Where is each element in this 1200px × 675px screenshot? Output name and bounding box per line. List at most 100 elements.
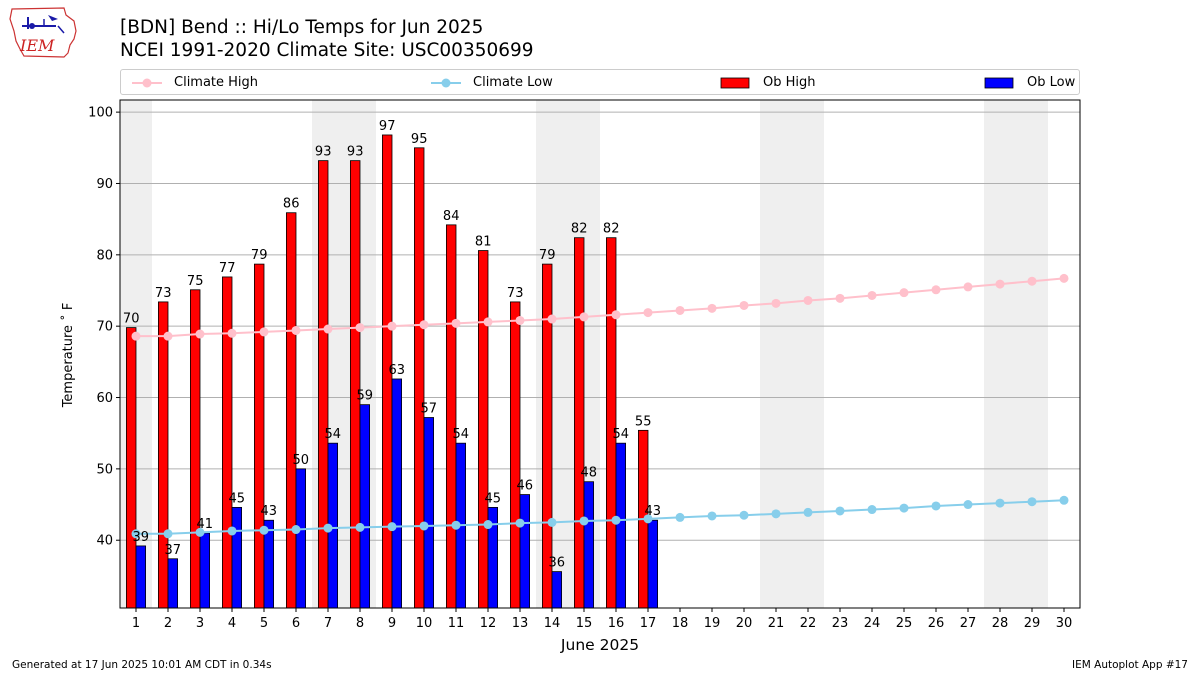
climate-high-point	[611, 310, 621, 320]
climate-low-point	[451, 520, 461, 530]
ob-low-bar-label: 43	[645, 504, 662, 519]
ob-high-bar	[413, 147, 425, 609]
x-tick-label: 26	[928, 616, 945, 631]
y-tick-label: 40	[96, 534, 113, 549]
ob-high-bar	[253, 263, 265, 609]
x-tick-label: 28	[992, 616, 1009, 631]
ob-low-bar	[199, 532, 210, 609]
climate-high-point	[963, 282, 973, 292]
climate-high-point	[995, 279, 1005, 289]
ob-low-bar-label: 41	[197, 517, 214, 532]
y-tick-label: 50	[96, 462, 113, 477]
x-tick-label: 24	[864, 616, 881, 631]
ob-low-bar	[295, 468, 307, 609]
climate-low-point	[963, 500, 973, 510]
climate-high-point	[419, 320, 429, 330]
climate-low-point	[483, 520, 493, 530]
ob-low-bar	[647, 519, 658, 609]
ob-high-bar-label: 93	[315, 145, 332, 160]
climate-low-point	[163, 529, 173, 539]
climate-low-point	[387, 522, 397, 532]
weekend-band	[984, 100, 1048, 608]
ob-high-bar-label: 97	[379, 119, 396, 134]
x-tick-label: 17	[640, 616, 657, 631]
x-tick-label: 29	[1024, 616, 1041, 631]
x-tick-label: 19	[704, 616, 721, 631]
x-tick-label: 2	[164, 616, 172, 631]
climate-low-point	[771, 509, 781, 519]
iem-logo: IEM	[8, 5, 82, 63]
svg-text:IEM: IEM	[19, 36, 55, 55]
climate-high-point	[131, 331, 141, 341]
climate-low-point	[611, 515, 621, 525]
ob-low-bar-label: 57	[421, 402, 438, 417]
ob-high-bar-label: 73	[155, 286, 172, 301]
y-tick-label: 80	[96, 248, 113, 263]
climate-high-point	[771, 298, 781, 308]
y-tick-label: 60	[96, 391, 113, 406]
legend-label-climate-high: Climate High	[174, 75, 259, 90]
climate-low-point	[419, 521, 429, 531]
legend-line-marker-icon	[132, 78, 162, 88]
climate-low-point	[323, 523, 333, 533]
ob-low-bar-label: 54	[613, 427, 630, 442]
ob-high-bar-label: 70	[123, 312, 140, 327]
climate-low-point	[1059, 495, 1069, 505]
climate-low-point	[227, 526, 237, 536]
ob-low-bar-label: 37	[165, 543, 182, 558]
climate-low-point	[579, 516, 589, 526]
climate-low-point	[739, 510, 749, 520]
x-tick-label: 9	[388, 616, 396, 631]
legend-bar-swatch-icon	[720, 77, 750, 89]
x-tick-label: 4	[228, 616, 236, 631]
climate-low-point	[899, 503, 909, 513]
climate-high-point	[867, 290, 877, 300]
weekend-band	[760, 100, 824, 608]
x-tick-label: 3	[196, 616, 204, 631]
climate-low-point	[291, 525, 301, 535]
climate-low-point	[931, 501, 941, 511]
ob-high-bar-label: 79	[539, 248, 556, 263]
ob-high-bar	[285, 212, 297, 609]
climate-high-point	[291, 325, 301, 335]
legend-label-climate-low: Climate Low	[473, 75, 553, 90]
climate-high-point	[163, 331, 173, 341]
climate-high-point	[355, 323, 365, 333]
climate-high-point	[259, 327, 269, 337]
climate-high-point	[803, 295, 813, 305]
app-label: IEM Autoplot App #17	[1072, 659, 1188, 671]
ob-high-bar	[606, 237, 617, 609]
ob-low-bar-label: 36	[549, 556, 566, 571]
x-axis-label: June 2025	[560, 636, 639, 654]
ob-low-bar	[231, 506, 243, 609]
ob-high-bar	[477, 250, 489, 609]
ob-high-bar	[157, 301, 169, 609]
climate-low-point	[547, 517, 557, 527]
climate-low-point	[259, 525, 269, 535]
ob-low-bar-label: 45	[485, 491, 502, 506]
climate-high-point	[547, 314, 557, 324]
legend-label-ob-high: Ob High	[763, 75, 816, 90]
ob-high-bar	[349, 160, 361, 609]
x-tick-label: 27	[960, 616, 977, 631]
climate-high-point	[643, 308, 653, 318]
ob-low-bar	[423, 417, 435, 609]
ob-high-bar	[509, 301, 521, 609]
x-tick-label: 23	[832, 616, 849, 631]
x-tick-label: 18	[672, 616, 689, 631]
climate-high-point	[195, 329, 205, 339]
x-tick-label: 20	[736, 616, 753, 631]
y-axis-label: Temperature ˚ F	[60, 303, 76, 409]
climate-low-point	[1027, 497, 1037, 507]
climate-low-point	[867, 505, 877, 515]
ob-low-bar-label: 45	[229, 491, 246, 506]
climate-low-point	[515, 518, 525, 528]
climate-low-point	[803, 507, 813, 517]
x-tick-label: 12	[480, 616, 497, 631]
ob-high-bar-label: 81	[475, 235, 492, 250]
ob-low-bar	[551, 571, 563, 609]
ob-low-bar	[391, 378, 403, 609]
climate-high-point	[483, 317, 493, 327]
ob-low-bar-label: 63	[389, 363, 406, 378]
